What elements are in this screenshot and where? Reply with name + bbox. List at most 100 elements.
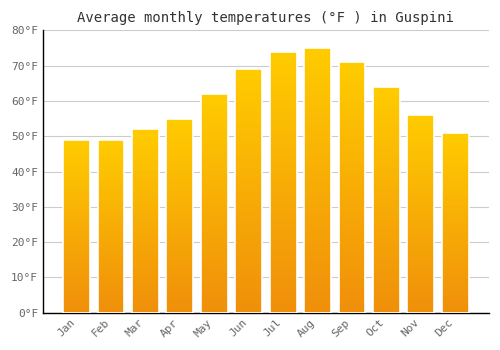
Bar	[442, 206, 468, 208]
Bar	[98, 285, 124, 287]
Bar	[132, 221, 159, 223]
Bar	[98, 235, 124, 237]
Bar	[304, 117, 331, 119]
Bar	[338, 62, 365, 313]
Bar	[408, 170, 434, 173]
Bar	[408, 208, 434, 210]
Bar	[304, 239, 331, 241]
Bar	[98, 157, 124, 159]
Bar	[373, 261, 400, 263]
Bar	[98, 143, 124, 145]
Bar	[132, 250, 159, 252]
Bar	[132, 184, 159, 186]
Bar	[201, 210, 228, 212]
Bar	[442, 232, 468, 233]
Bar	[63, 157, 90, 159]
Bar	[373, 87, 400, 313]
Bar	[304, 156, 331, 159]
Bar	[270, 130, 296, 133]
Bar	[98, 187, 124, 188]
Bar	[373, 139, 400, 141]
Bar	[304, 173, 331, 175]
Bar	[132, 254, 159, 256]
Bar	[373, 240, 400, 243]
Bar	[304, 236, 331, 239]
Bar	[201, 142, 228, 144]
Bar	[201, 271, 228, 273]
Bar	[63, 178, 90, 180]
Bar	[236, 120, 262, 123]
Bar	[442, 248, 468, 250]
Bar	[442, 181, 468, 183]
Bar	[166, 198, 194, 200]
Bar	[132, 302, 159, 303]
Bar	[373, 265, 400, 267]
Bar	[132, 290, 159, 293]
Bar	[304, 48, 331, 51]
Bar	[236, 82, 262, 84]
Bar	[98, 252, 124, 254]
Bar	[270, 112, 296, 114]
Bar	[408, 161, 434, 162]
Bar	[408, 141, 434, 143]
Bar	[373, 170, 400, 173]
Bar	[132, 168, 159, 169]
Bar	[373, 184, 400, 186]
Bar	[236, 69, 262, 313]
Bar	[236, 154, 262, 157]
Bar	[201, 160, 228, 162]
Bar	[408, 125, 434, 127]
Bar	[63, 164, 90, 166]
Bar	[373, 166, 400, 168]
Bar	[63, 183, 90, 185]
Bar	[408, 143, 434, 145]
Bar	[132, 305, 159, 307]
Bar	[338, 275, 365, 278]
Bar	[270, 300, 296, 302]
Bar	[201, 103, 228, 105]
Bar	[63, 261, 90, 262]
Bar	[442, 268, 468, 270]
Bar	[201, 158, 228, 160]
Bar	[373, 161, 400, 164]
Bar	[98, 181, 124, 183]
Bar	[338, 145, 365, 147]
Bar	[373, 107, 400, 110]
Bar	[132, 217, 159, 219]
Bar	[442, 144, 468, 145]
Bar	[201, 280, 228, 282]
Bar	[270, 140, 296, 143]
Bar	[132, 289, 159, 290]
Bar	[408, 139, 434, 141]
Bar	[304, 204, 331, 207]
Bar	[201, 304, 228, 306]
Bar	[63, 249, 90, 250]
Bar	[408, 297, 434, 299]
Bar	[442, 214, 468, 216]
Bar	[166, 188, 194, 190]
Bar	[63, 167, 90, 169]
Bar	[166, 258, 194, 260]
Bar	[408, 182, 434, 184]
Bar	[338, 305, 365, 308]
Bar	[236, 286, 262, 288]
Bar	[270, 232, 296, 235]
Bar	[63, 166, 90, 167]
Bar	[98, 190, 124, 192]
Bar	[304, 220, 331, 223]
Bar	[408, 173, 434, 174]
Bar	[132, 234, 159, 236]
Bar	[201, 184, 228, 186]
Bar	[166, 158, 194, 159]
Bar	[63, 194, 90, 195]
Bar	[236, 159, 262, 162]
Bar	[408, 244, 434, 245]
Bar	[338, 152, 365, 155]
Bar	[236, 179, 262, 181]
Bar	[98, 271, 124, 273]
Bar	[270, 185, 296, 187]
Bar	[98, 280, 124, 281]
Bar	[63, 276, 90, 278]
Bar	[270, 190, 296, 192]
Bar	[236, 108, 262, 111]
